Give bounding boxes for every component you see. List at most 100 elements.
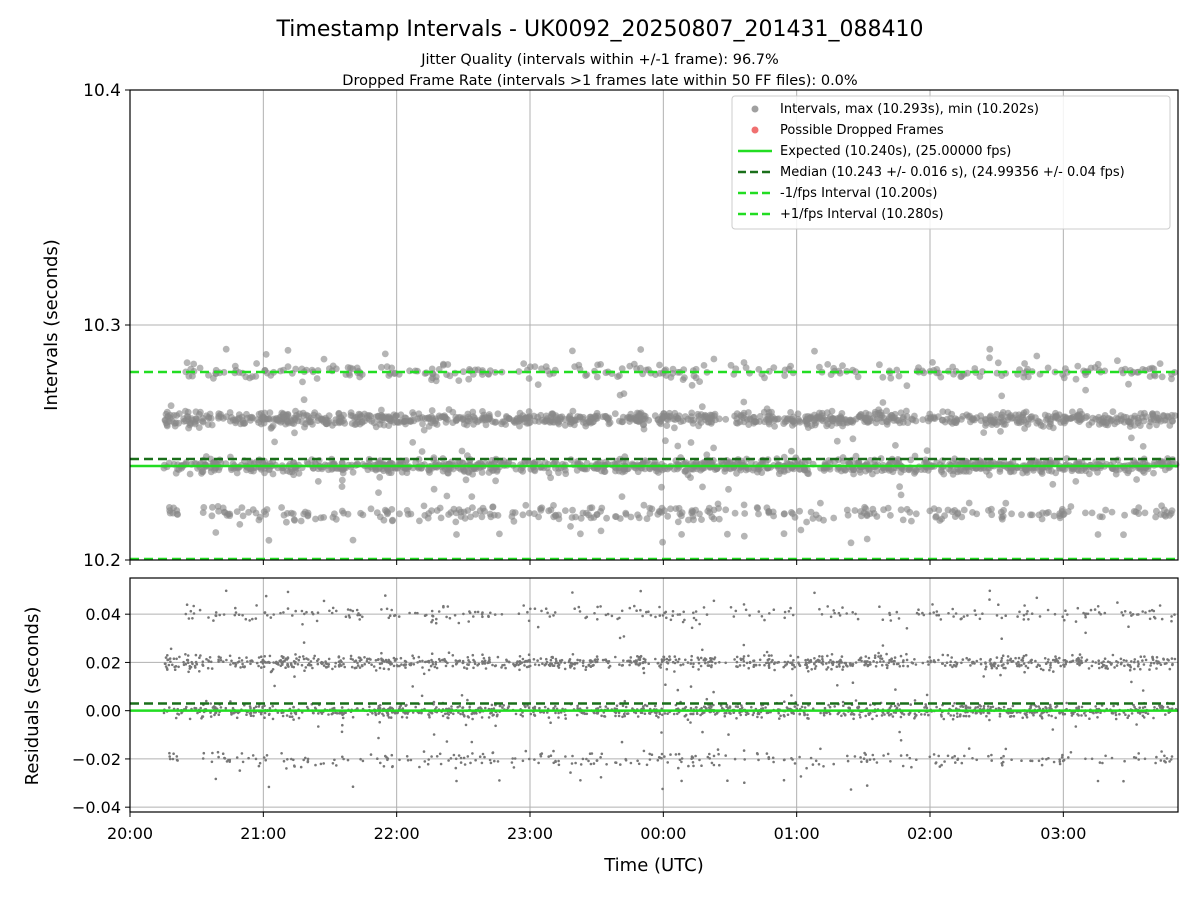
residual-point — [1128, 668, 1132, 672]
interval-point — [733, 415, 741, 423]
residual-point — [1101, 761, 1104, 765]
interval-point — [1050, 512, 1058, 520]
residual-point — [232, 662, 235, 665]
residual-point — [539, 754, 543, 758]
residual-point — [712, 599, 716, 603]
residual-point — [712, 763, 716, 767]
residual-point — [228, 654, 232, 658]
residual-point — [563, 661, 567, 665]
interval-point — [873, 513, 881, 520]
residual-point — [418, 765, 421, 769]
residual-point — [527, 619, 531, 623]
residual-point — [718, 763, 721, 767]
residual-point — [263, 716, 266, 719]
residual-point — [480, 716, 484, 719]
interval-point — [519, 511, 527, 519]
residual-point — [267, 713, 271, 716]
interval-point — [538, 504, 546, 512]
legend-label-expected: Expected (10.240s), (25.00000 fps) — [780, 144, 1011, 159]
residual-point — [1170, 755, 1174, 758]
interval-point — [531, 510, 538, 518]
residual-point — [1011, 704, 1015, 708]
residual-point — [511, 757, 514, 760]
residual-point — [267, 785, 271, 789]
residual-point — [1160, 617, 1164, 621]
residual-point — [1048, 668, 1051, 672]
residual-point — [742, 664, 746, 667]
interval-point — [1150, 469, 1157, 477]
interval-point — [908, 517, 915, 525]
interval-point — [1041, 411, 1049, 419]
residual-point — [607, 666, 611, 669]
interval-point — [725, 485, 732, 493]
residual-point — [616, 617, 619, 621]
interval-point — [919, 416, 927, 423]
residual-point — [959, 713, 962, 716]
residual-point — [262, 756, 266, 759]
interval-point — [1156, 360, 1164, 367]
interval-point — [1055, 411, 1063, 419]
residual-point — [584, 665, 588, 669]
residual-point — [1142, 663, 1146, 666]
residual-point — [1079, 662, 1082, 665]
interval-point — [690, 416, 697, 424]
residual-point — [291, 614, 294, 617]
residual-point — [1130, 680, 1133, 684]
residual-point — [564, 717, 567, 720]
interval-point — [887, 512, 894, 519]
residual-point — [642, 749, 646, 753]
residual-point — [194, 666, 197, 669]
residual-point — [452, 712, 455, 716]
residual-point — [740, 706, 744, 709]
residual-point — [813, 662, 816, 665]
residual-point — [517, 612, 521, 615]
residual-point — [950, 656, 953, 659]
residual-point — [408, 663, 411, 666]
residual-point — [435, 617, 438, 621]
interval-point — [952, 419, 960, 427]
residual-point — [387, 716, 391, 719]
y-tick-label: 10.4 — [83, 81, 121, 101]
residual-point — [168, 657, 172, 660]
interval-point — [1021, 360, 1028, 367]
interval-point — [320, 355, 328, 363]
interval-point — [1033, 352, 1041, 360]
residual-point — [960, 661, 963, 665]
residual-point — [826, 654, 829, 658]
residual-point — [805, 766, 808, 770]
interval-point — [428, 407, 436, 414]
residual-point — [885, 666, 889, 670]
interval-point — [301, 423, 308, 431]
residual-point — [595, 655, 599, 658]
interval-point — [1125, 380, 1132, 388]
residual-point — [1090, 757, 1094, 761]
residual-point — [286, 657, 290, 660]
interval-point — [472, 510, 479, 518]
residual-point — [951, 756, 954, 759]
interval-point — [469, 504, 476, 511]
interval-point — [1108, 508, 1116, 516]
residual-point — [927, 713, 930, 717]
residual-point — [207, 616, 210, 619]
residual-point — [624, 759, 628, 762]
interval-point — [416, 517, 423, 525]
interval-point — [1094, 360, 1102, 368]
residual-point — [599, 776, 603, 779]
residual-point — [574, 761, 577, 765]
interval-point — [182, 368, 190, 376]
residual-point — [829, 658, 832, 662]
residual-point — [969, 664, 972, 667]
residual-point — [294, 609, 298, 613]
residual-point — [194, 653, 198, 657]
residual-point — [913, 699, 917, 702]
interval-point — [332, 515, 340, 523]
interval-point — [420, 426, 428, 434]
interval-point — [678, 531, 685, 538]
interval-point — [1158, 373, 1166, 381]
residual-point — [756, 715, 759, 719]
residual-point — [206, 666, 210, 670]
residual-point — [1006, 662, 1009, 665]
residual-point — [315, 619, 319, 623]
residual-point — [819, 711, 822, 715]
residual-point — [738, 664, 742, 667]
